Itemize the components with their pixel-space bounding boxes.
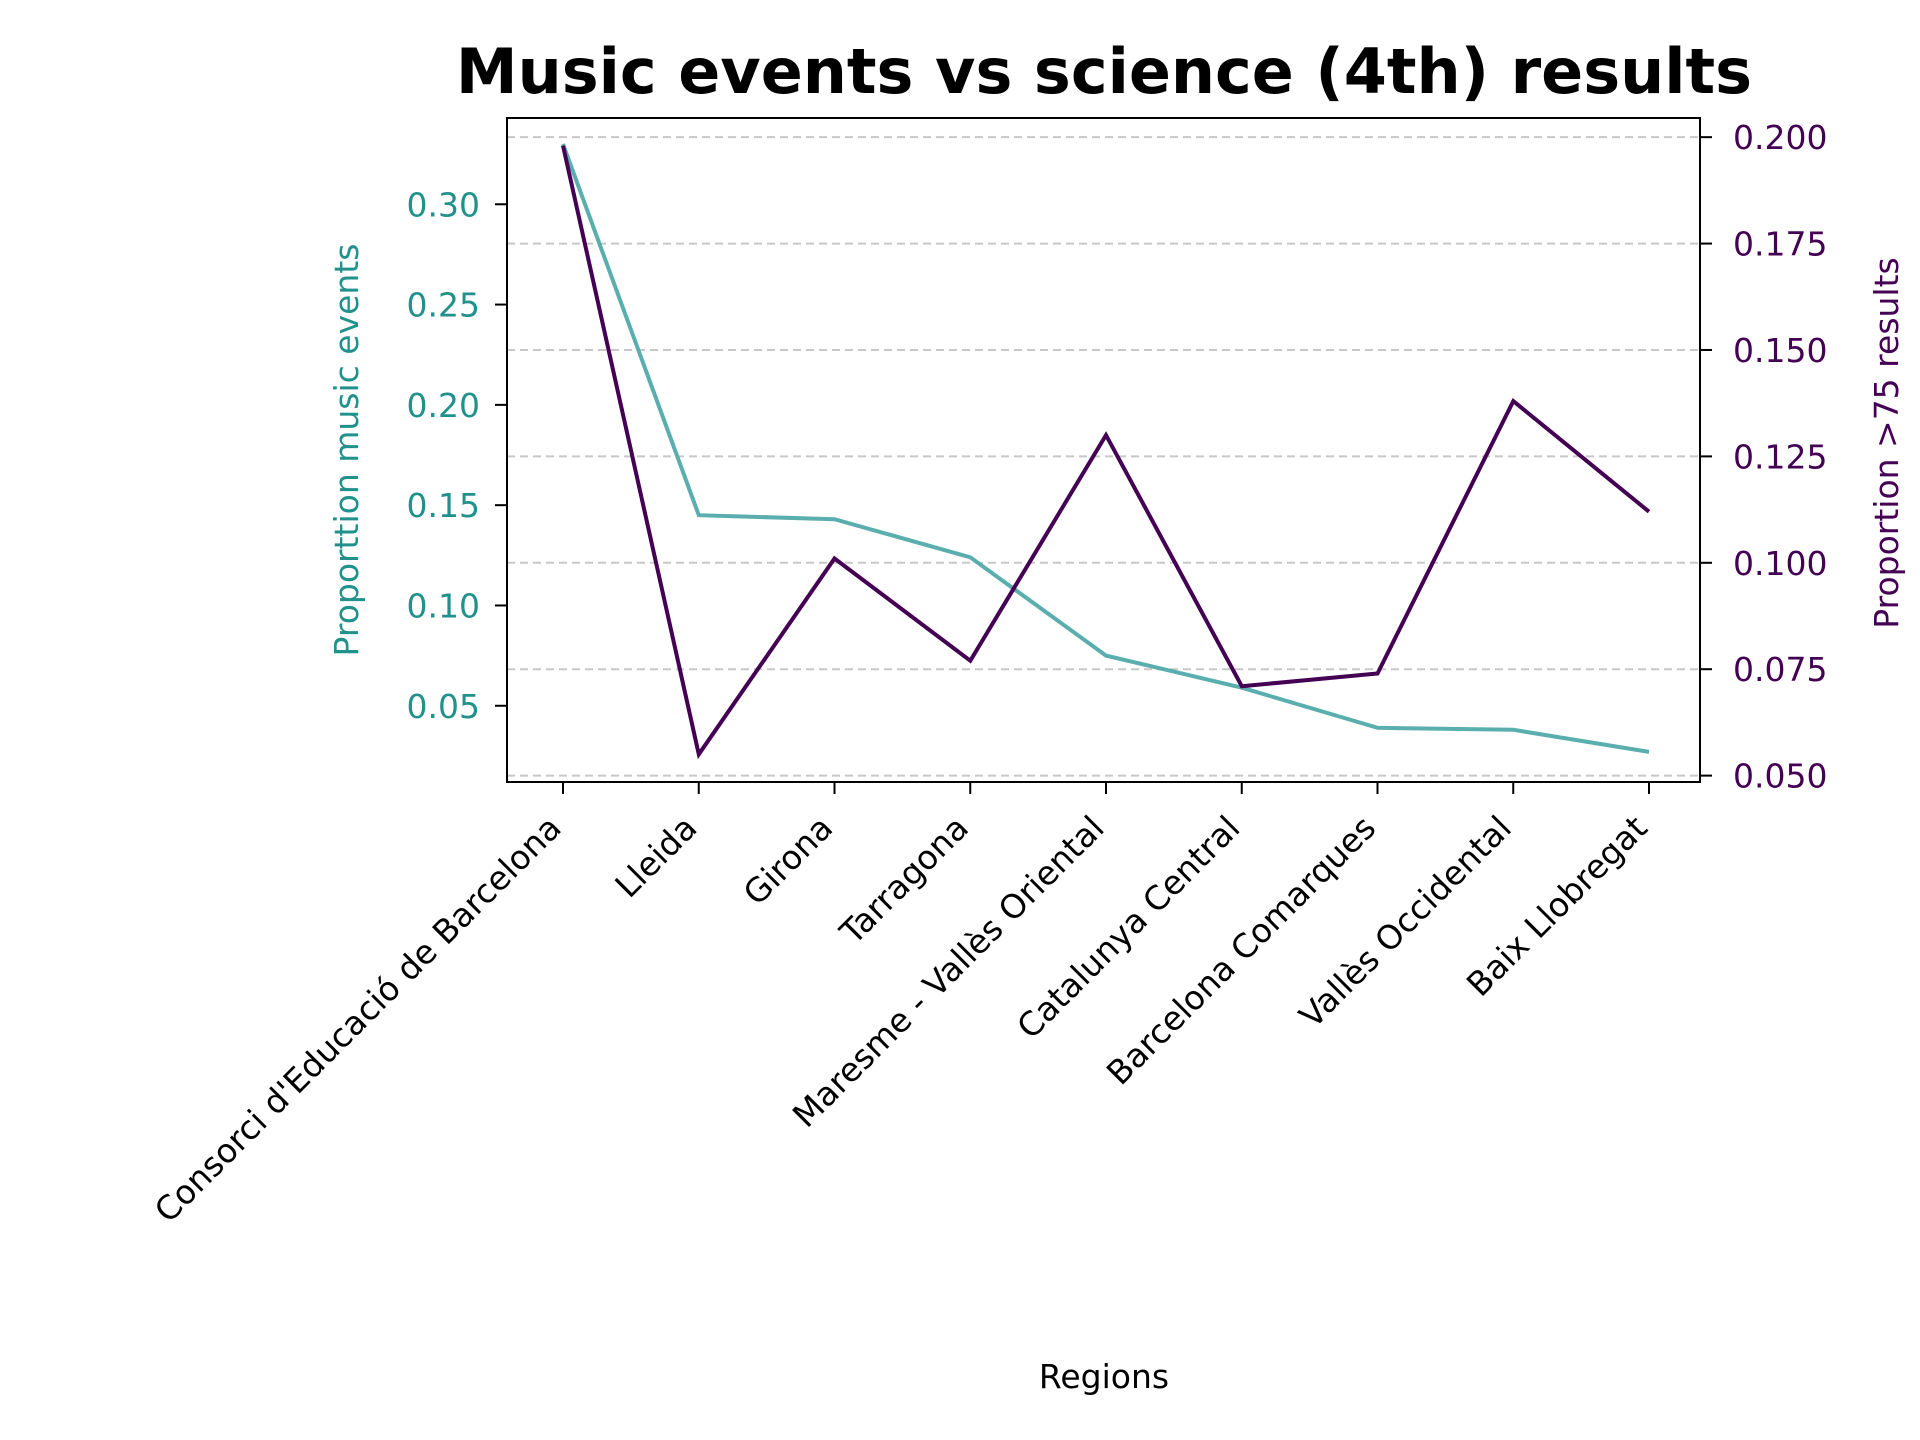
x-axis: Consorci d'Educació de Barcelona Lleida Gi… bbox=[147, 782, 1655, 1230]
right-tick-label: 0.075 bbox=[1733, 650, 1827, 689]
series-lines bbox=[561, 143, 1651, 760]
left-tick-label: 0.10 bbox=[407, 586, 480, 625]
series-line-music-events bbox=[561, 143, 1650, 754]
right-axis-label: Proportion >75 results bbox=[1867, 257, 1906, 628]
left-tick-label: 0.15 bbox=[407, 486, 480, 525]
right-tick-label: 0.100 bbox=[1733, 544, 1827, 583]
plot-frame bbox=[506, 117, 1701, 783]
left-tick-label: 0.20 bbox=[407, 386, 480, 425]
x-tick-label: Lleida bbox=[607, 808, 704, 905]
right-tick-label: 0.125 bbox=[1733, 437, 1827, 476]
left-tick-label: 0.05 bbox=[407, 687, 480, 726]
right-tick-label: 0.050 bbox=[1733, 757, 1827, 796]
x-tick-label: Girona bbox=[736, 808, 841, 913]
left-tick-label: 0.25 bbox=[407, 286, 480, 325]
left-axis-label: Proporttion music events bbox=[327, 244, 366, 657]
right-tick-label: 0.175 bbox=[1733, 225, 1827, 264]
right-axis: 0.050 0.075 0.100 0.125 0.150 0.175 0.200 bbox=[1700, 118, 1827, 796]
left-tick-label: 0.30 bbox=[407, 185, 480, 224]
left-axis: 0.05 0.10 0.15 0.20 0.25 0.30 bbox=[407, 185, 507, 726]
x-tick-label: Tarragona bbox=[832, 808, 976, 952]
chart-title: Music events vs science (4th) results bbox=[456, 35, 1752, 108]
x-axis-label: Regions bbox=[1039, 1357, 1169, 1396]
right-tick-label: 0.150 bbox=[1733, 331, 1827, 370]
x-tick-label: Barcelona Comarques bbox=[1099, 808, 1383, 1092]
gridlines bbox=[507, 136, 1700, 777]
x-tick-label: Consorci d'Educació de Barcelona bbox=[147, 808, 569, 1230]
right-tick-label: 0.200 bbox=[1733, 118, 1827, 157]
x-tick-label: Catalunya Central bbox=[1009, 808, 1247, 1046]
series-line-results bbox=[561, 145, 1651, 760]
